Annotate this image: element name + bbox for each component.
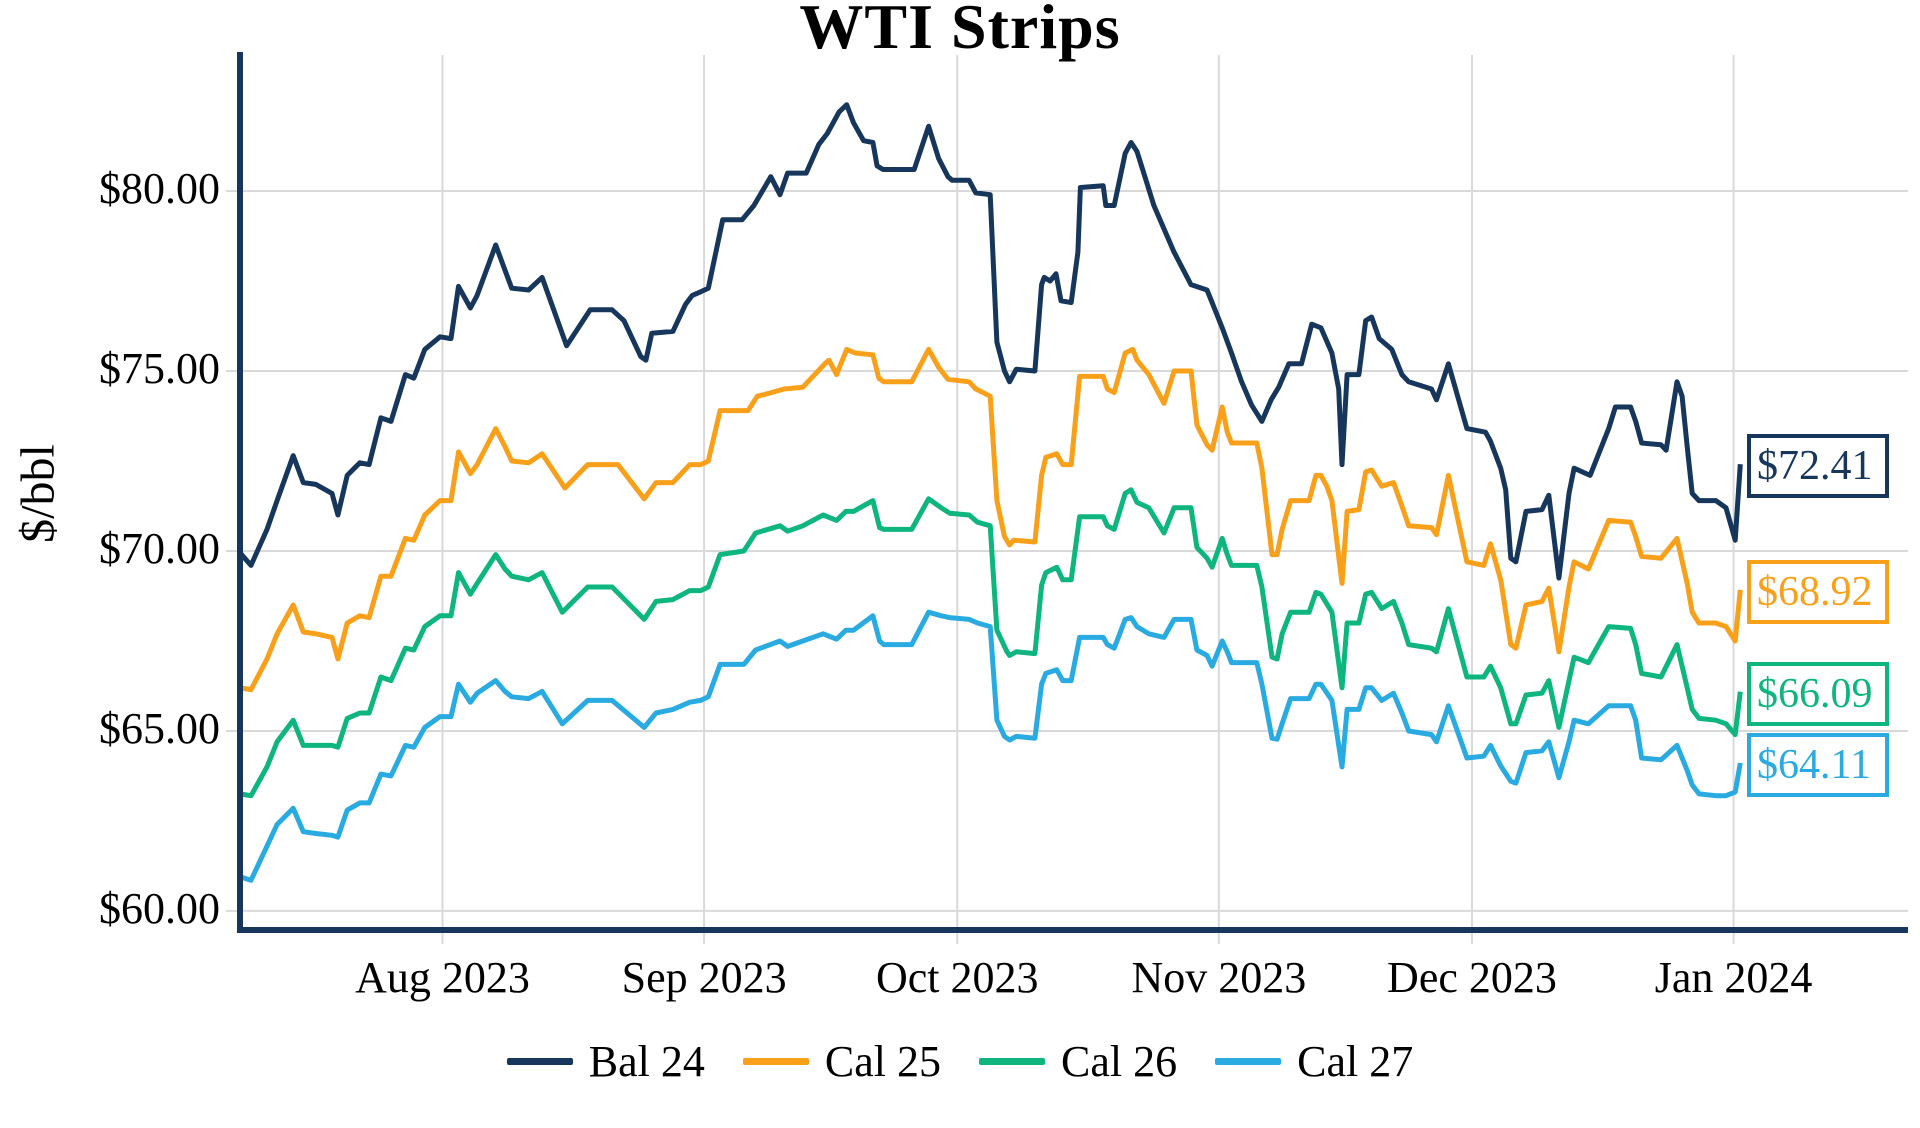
y-tick-label: $60.00 <box>99 883 220 933</box>
y-tick-label: $65.00 <box>99 703 220 753</box>
x-tick-label: Sep 2023 <box>621 953 787 1002</box>
y-tick-label: $75.00 <box>99 344 220 394</box>
legend-line-swatch <box>1215 1058 1282 1065</box>
series-line-cal26 <box>239 487 1743 799</box>
y-tick-label: $70.00 <box>99 523 220 573</box>
end-value-label-bal24: $72.41 <box>1747 434 1889 499</box>
y-tick-label: $80.00 <box>99 164 220 214</box>
legend-line-swatch <box>506 1058 573 1065</box>
x-tick-label: Aug 2023 <box>355 953 530 1002</box>
legend-item-cal25: Cal 25 <box>742 1036 941 1087</box>
legend-label: Cal 25 <box>824 1037 941 1086</box>
x-tick-label: Nov 2023 <box>1131 953 1307 1002</box>
x-tick-label: Dec 2023 <box>1387 953 1557 1002</box>
series-line-bal24 <box>238 102 1743 581</box>
legend-item-cal27: Cal 27 <box>1215 1036 1413 1087</box>
series-line-cal25 <box>239 346 1743 693</box>
chart-title: WTI Strips <box>799 0 1121 62</box>
end-value-label-cal27: $64.11 <box>1747 732 1889 797</box>
end-value-label-cal25: $68.92 <box>1747 559 1889 624</box>
legend-label: Bal 24 <box>588 1037 705 1086</box>
legend-label: Cal 27 <box>1297 1037 1414 1086</box>
legend: Bal 24 Cal 25 Cal 26 Cal 27 <box>0 1036 1920 1087</box>
legend-label: Cal 26 <box>1061 1037 1178 1086</box>
legend-line-swatch <box>742 1058 809 1065</box>
end-value-label-cal26: $66.09 <box>1747 661 1889 726</box>
legend-item-cal26: Cal 26 <box>979 1036 1177 1087</box>
x-tick-label: Jan 2024 <box>1654 953 1813 1002</box>
series-line-cal27 <box>239 609 1743 883</box>
x-tick-label: Oct 2023 <box>875 953 1039 1002</box>
legend-item-bal24: Bal 24 <box>506 1036 705 1087</box>
legend-line-swatch <box>979 1058 1045 1065</box>
